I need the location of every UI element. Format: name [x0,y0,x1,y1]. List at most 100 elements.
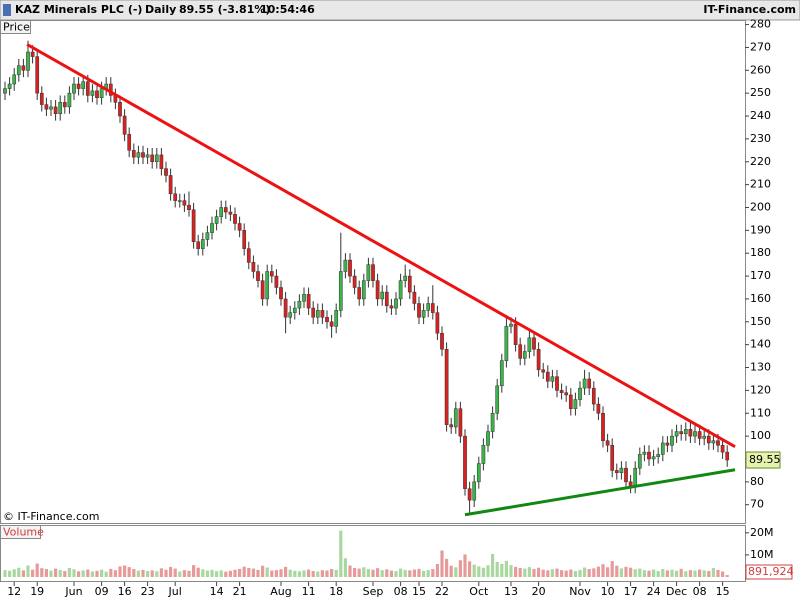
candle-body [601,413,605,441]
candle-body [58,102,63,114]
volume-bar [256,569,260,577]
volume-bar [661,569,665,577]
candle-body [191,209,196,243]
volume-tag-box [0,525,41,539]
volume-bar [72,569,76,577]
candle-body [665,442,670,446]
candle-body [39,92,44,105]
candle-body [348,259,352,277]
volume-bar [435,563,439,577]
candle-body [513,323,518,345]
volume-bar [504,560,508,577]
volume-bar [587,569,591,577]
candle-body [177,200,182,202]
candle-body [430,303,435,313]
volume-bar [178,571,182,577]
candle-body [449,424,454,428]
volume-bar [491,554,495,577]
volume-bar [445,558,449,577]
candle-body [334,310,339,327]
y-tick-label: 250 [750,86,771,99]
volume-bar [606,567,610,577]
candle-body [292,307,297,313]
volume-bar [638,568,642,577]
volume-bar [518,567,522,577]
candle-body [297,300,302,309]
y-tick-label: 230 [750,132,771,145]
price-tag-box [0,20,31,34]
candle-body [99,88,104,98]
y-tick-label: 180 [750,246,771,259]
volume-bar [343,558,347,577]
candle-body [509,323,513,327]
volume-bar [376,568,380,577]
volume-bar [187,570,191,577]
volume-bar [698,569,702,577]
header-icon [3,4,11,16]
volume-bar [215,571,219,577]
period: Daily [145,3,176,16]
candle-body [389,305,394,309]
volume-bar [403,569,407,577]
candle-body [527,337,532,352]
candle-body [279,287,283,300]
volume-bar [210,569,214,577]
volume-bar [339,530,343,577]
volume-bar [578,569,582,577]
candle-body [550,376,555,382]
candle-body [131,150,136,158]
volume-bar [113,570,117,577]
candle-body [555,376,559,391]
candle-body [182,200,187,206]
volume-bar [537,567,541,577]
candle-body [375,280,380,300]
candle-body [329,321,334,327]
volume-bar [412,569,416,577]
volume-bar [297,571,301,577]
candle-body [476,463,481,483]
volume-bar [389,570,393,577]
x-tick-label: 08 [394,585,408,598]
candle-body [150,154,155,163]
candle-body [85,81,90,96]
candle-body [7,83,12,89]
volume-bar [624,566,628,577]
y-tick-label: 130 [750,361,771,374]
candle-body [141,152,145,158]
volume-bar [127,567,131,577]
candle-body [306,294,311,309]
volume-bar [31,569,35,577]
volume-bar [656,571,660,577]
candle-body [656,454,661,457]
y-tick-label: 220 [750,155,771,168]
candle-body [725,451,730,461]
volume-bar [8,570,12,577]
candle-body [651,456,656,460]
y-tick-label: 260 [750,63,771,76]
candle-body [380,291,385,300]
volume-bar [334,569,338,577]
volume-bar [192,565,196,577]
candle-body [711,440,716,444]
candle-body [154,154,159,163]
volume-bar [707,571,711,577]
volume-bar [399,568,403,577]
candle-body [472,481,477,501]
candle-body [463,435,467,489]
volume-bar [17,567,21,577]
volume-bar [486,565,490,577]
volume-bar [26,565,30,577]
volume-bar [583,567,587,577]
volume-bar [357,568,361,577]
x-tick-label: 12 [7,585,21,598]
volume-bar [716,569,720,577]
candle-body [624,467,628,483]
candle-body [76,83,81,89]
volume-bar [205,570,209,577]
volume-bar [44,569,48,577]
x-tick-label: Jun [64,585,82,598]
candle-body [269,271,274,277]
candle-body [683,429,688,435]
candle-body [614,470,619,473]
y-tick-label: 120 [750,383,771,396]
